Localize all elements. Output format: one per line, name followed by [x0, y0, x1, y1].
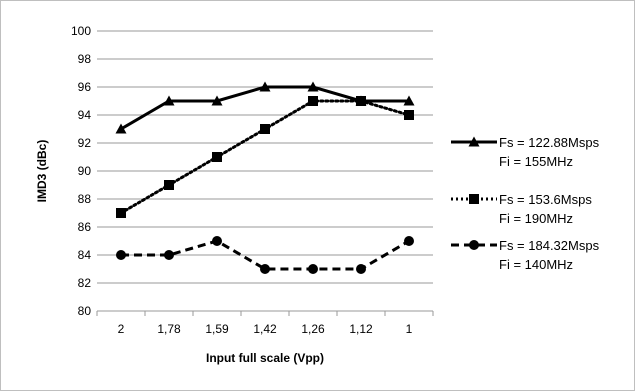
x-tick-label: 1,12 [349, 322, 373, 336]
y-axis-title: IMD3 (dBc) [35, 140, 49, 203]
data-point [356, 264, 366, 274]
data-point [404, 236, 414, 246]
y-tick-label: 80 [78, 304, 92, 318]
data-point [116, 208, 126, 218]
y-tick-label: 98 [78, 52, 92, 66]
data-point [260, 124, 270, 134]
data-point [307, 81, 319, 92]
data-point [115, 123, 127, 134]
legend-label-line2: Fi = 155MHz [499, 154, 573, 169]
legend-marker-swatch [469, 240, 479, 250]
legend-label-line1: Fs = 153.6Msps [499, 192, 592, 207]
x-tick-label: 1,59 [205, 322, 229, 336]
legend: Fs = 122.88Msps Fi = 155MHz Fs = 153.6Msps… [451, 135, 600, 272]
data-point [211, 95, 223, 106]
data-point [116, 250, 126, 260]
y-tick-label: 96 [78, 80, 92, 94]
x-tick-label: 1,78 [157, 322, 181, 336]
data-point [308, 96, 318, 106]
data-point [164, 250, 174, 260]
y-tick-label: 94 [78, 108, 92, 122]
y-tick-label: 100 [71, 24, 91, 38]
legend-label-line2: Fi = 190MHz [499, 211, 573, 226]
legend-marker-swatch [468, 136, 480, 147]
x-axis-title: Input full scale (Vpp) [206, 351, 324, 365]
y-tick-label: 82 [78, 276, 92, 290]
y-tick-label: 84 [78, 248, 92, 262]
legend-entry: Fs = 184.32Msps Fi = 140MHz [451, 238, 600, 272]
data-point [308, 264, 318, 274]
data-point [212, 152, 222, 162]
y-tick-label: 86 [78, 220, 92, 234]
data-point [403, 95, 415, 106]
data-point [212, 236, 222, 246]
x-tick-label: 1,26 [301, 322, 325, 336]
legend-entry: Fs = 153.6Msps Fi = 190MHz [451, 192, 592, 226]
y-tick-label: 90 [78, 164, 92, 178]
legend-label-line1: Fs = 184.32Msps [499, 238, 600, 253]
y-axis-ticks: 80 82 84 86 88 90 92 94 96 98 100 [71, 24, 91, 318]
data-point [163, 95, 175, 106]
data-point [164, 180, 174, 190]
y-tick-label: 92 [78, 136, 92, 150]
series-3 [116, 236, 414, 274]
series-2 [116, 96, 414, 218]
legend-label-line1: Fs = 122.88Msps [499, 135, 600, 150]
legend-entry: Fs = 122.88Msps Fi = 155MHz [451, 135, 600, 169]
data-point [356, 96, 366, 106]
data-point [260, 264, 270, 274]
series-group [115, 81, 415, 274]
legend-label-line2: Fi = 140MHz [499, 257, 573, 272]
x-axis-ticks: 2 1,78 1,59 1,42 1,26 1,12 1 [96, 311, 434, 336]
x-tick-label: 1,42 [253, 322, 277, 336]
x-tick-label: 2 [118, 322, 125, 336]
data-point [404, 110, 414, 120]
x-tick-label: 1 [406, 322, 413, 336]
y-tick-label: 88 [78, 192, 92, 206]
legend-marker-swatch [469, 194, 479, 204]
series-line [119, 99, 411, 215]
data-point [259, 81, 271, 92]
series-line [120, 85, 409, 131]
